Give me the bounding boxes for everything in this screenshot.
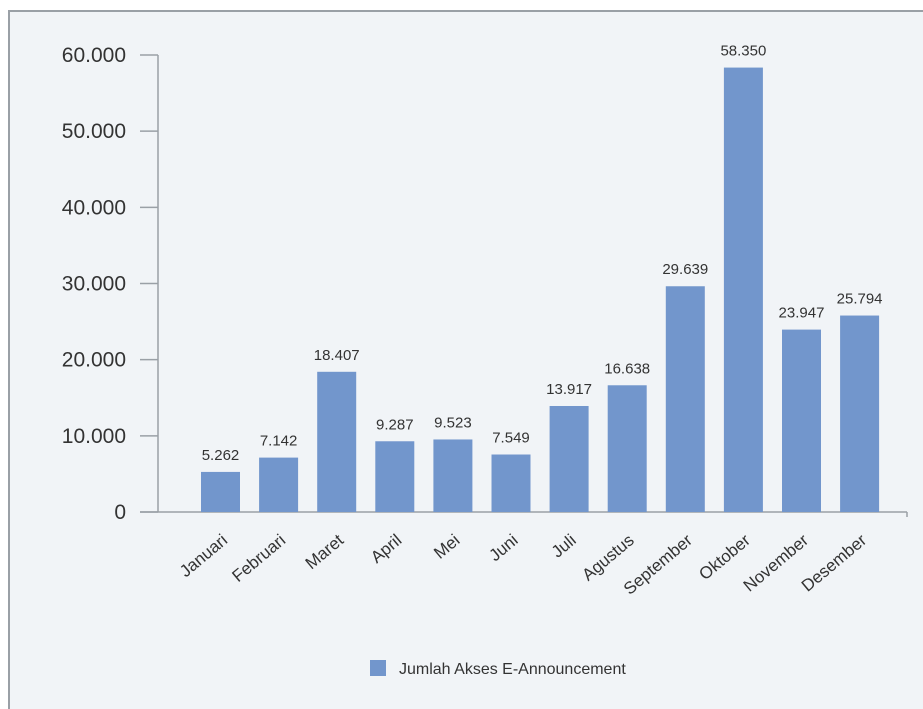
y-tick-label: 30.000 (62, 273, 126, 296)
y-tick-label: 50.000 (62, 120, 126, 143)
bar (782, 329, 821, 512)
x-axis (140, 511, 908, 517)
bar (840, 315, 880, 512)
bar-value-label: 23.947 (779, 305, 825, 322)
bar-value-label: 13.917 (546, 381, 592, 398)
legend-label: Jumlah Akses E-Announcement (399, 661, 626, 678)
bar (723, 67, 763, 512)
legend: Jumlah Akses E-Announcement (370, 660, 626, 678)
bar-value-label: 9.287 (376, 416, 414, 433)
bar-value-label: 25.794 (837, 291, 883, 308)
bar (607, 385, 647, 512)
category-label: Juli (548, 531, 580, 562)
bar-value-label: 7.549 (492, 430, 530, 447)
y-tick-label: 60.000 (62, 44, 126, 67)
bar (201, 471, 240, 512)
y-tick-label: 40.000 (62, 196, 126, 219)
y-axis: 0 10.000 20.000 30.000 40.000 50.000 60.000 (62, 44, 159, 524)
category-label: Januari (176, 531, 231, 581)
bar (549, 405, 589, 512)
bar-value-label: 7.142 (260, 433, 298, 450)
bar-value-label: 29.639 (662, 261, 708, 278)
bar (259, 457, 299, 512)
bar (317, 371, 357, 512)
y-tick-label: 20.000 (62, 349, 126, 372)
legend-swatch (370, 660, 386, 676)
bar-value-label: 5.262 (202, 447, 240, 464)
bar-value-label: 9.523 (434, 414, 472, 431)
bar (433, 439, 473, 512)
bar (491, 454, 531, 512)
bar-value-label: 58.350 (720, 43, 766, 60)
category-label: Maret (302, 530, 348, 573)
category-label: Februari (228, 531, 289, 586)
bars (201, 67, 880, 512)
category-label: Mei (430, 531, 463, 563)
bar (375, 441, 415, 512)
bar-value-label: 16.638 (604, 360, 650, 377)
category-label: Desember (798, 530, 871, 595)
bar (665, 286, 705, 512)
y-tick-label: 0 (114, 501, 126, 524)
category-label: Juni (485, 531, 521, 566)
bar-value-label: 18.407 (314, 347, 360, 364)
y-tick-label: 10.000 (62, 425, 126, 448)
category-label: April (367, 531, 405, 567)
chart-frame (8, 10, 923, 709)
bar-labels: 5.262 7.142 18.407 9.287 9.523 7.549 13.917 16.… (202, 43, 883, 464)
